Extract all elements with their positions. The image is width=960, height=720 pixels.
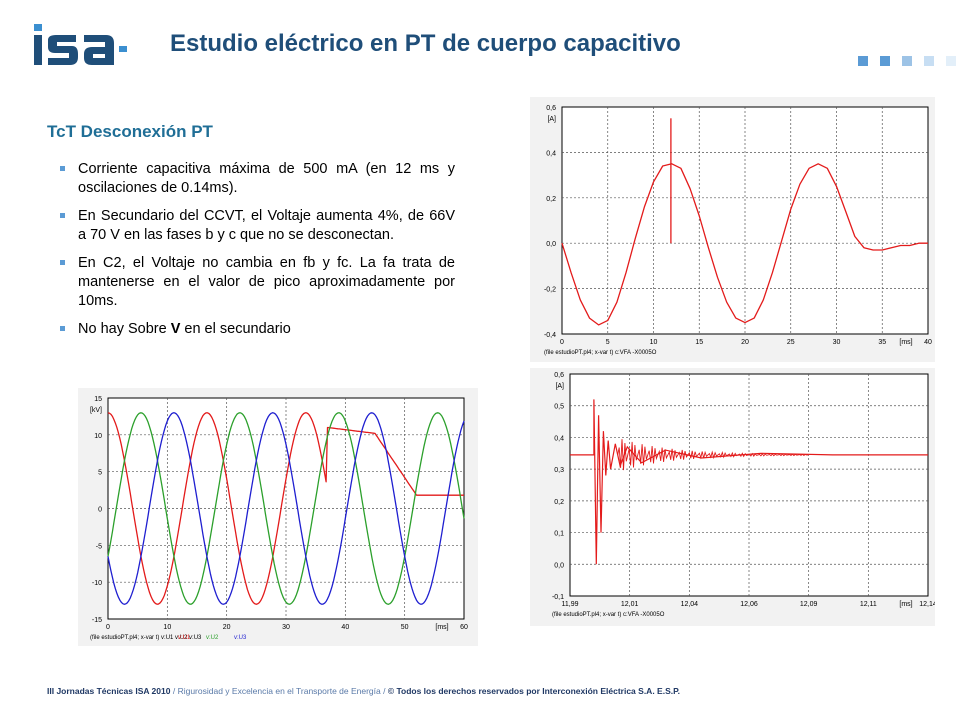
y-tick-label: 0,5	[554, 404, 564, 411]
x-tick-label: 50	[401, 624, 409, 631]
y-tick-label: 0,2	[554, 499, 564, 506]
y-tick-label: 0,6	[546, 105, 556, 112]
bullet-text: En Secundario del CCVT, el Voltaje aumen…	[78, 208, 455, 243]
x-tick-label: 10	[650, 339, 658, 346]
square-4	[924, 56, 934, 66]
x-tick-label: 35	[878, 339, 886, 346]
section-subtitle: TcT Desconexión PT	[47, 122, 213, 141]
chart-svg: 0 10 20 30 40 50 60151050-5-10-15[kV][ms](file…	[78, 388, 478, 646]
x-axis-label: [ms]	[435, 624, 448, 631]
x-tick-label: 15	[695, 339, 703, 346]
x-tick-label: 30	[833, 339, 841, 346]
x-tick-label: 12,14	[919, 601, 935, 608]
x-tick-label: 25	[787, 339, 795, 346]
voltage-chart: 0 10 20 30 40 50 60 15 10 5 0 -5 -10 -15 [kV] [ms] (file…	[78, 388, 478, 646]
x-tick-label: 11,99	[562, 601, 579, 608]
series-line-u3	[107, 412, 465, 605]
chart-svg: 0 5 10 15 20 25 30 35 40 0,6 0,4 0,2 0,0 -0,2 -0,4 [A] […	[530, 97, 935, 362]
bullet-text-bold: V	[170, 321, 181, 337]
x-tick-label: 30	[282, 624, 290, 631]
legend-text: (file estudioPT.pl4; x-var t) c:VFA -X00…	[544, 350, 657, 356]
bullet-list: Corriente capacitiva máxima de 500 mA (e…	[60, 160, 455, 348]
x-tick-label: 20	[223, 624, 231, 631]
legend-item-3: v:U3	[234, 635, 247, 641]
legend-text: (file estudioPT.pl4; x-var t) v:U1 v:U2 …	[90, 635, 202, 641]
x-axis-label: [ms]	[899, 601, 912, 608]
x-tick-label: 20	[741, 339, 749, 346]
bullet-text-post: en el secundario	[180, 321, 291, 337]
square-2	[880, 56, 890, 66]
y-tick-label: 0,4	[546, 150, 556, 157]
legend-item-1: v:U1	[178, 635, 191, 641]
isa-logo	[34, 24, 134, 68]
bullet-item: No hay Sobre V en el secundario	[60, 320, 455, 339]
y-tick-label: 15	[94, 396, 102, 403]
y-unit-label: [A]	[547, 116, 556, 123]
bullet-text: Corriente capacitiva máxima de 500 mA (e…	[78, 161, 455, 196]
y-tick-label: 0,0	[546, 241, 556, 248]
series-line	[561, 163, 928, 326]
bullet-item: Corriente capacitiva máxima de 500 mA (e…	[60, 160, 455, 198]
slide-title: Estudio eléctrico en PT de cuerpo capaci…	[170, 30, 681, 57]
footer-tagline: / Rigurosidad y Excelencia en el Transpo…	[170, 686, 388, 696]
footer-copyright: © Todos los derechos reservados por Inte…	[387, 686, 681, 696]
y-tick-label: 0,0	[554, 562, 564, 569]
bullet-item: En Secundario del CCVT, el Voltaje aumen…	[60, 207, 455, 245]
y-tick-label: -15	[92, 617, 102, 624]
footer: III Jornadas Técnicas ISA 2010 / Riguros…	[47, 686, 680, 696]
square-1	[858, 56, 868, 66]
x-tick-label: 0	[560, 339, 564, 346]
y-tick-label: 0	[98, 507, 102, 514]
y-tick-label: 0,3	[554, 467, 564, 474]
y-tick-label: 5	[98, 470, 102, 477]
y-unit-label: [kV]	[90, 407, 102, 414]
legend-text: (file estudioPT.pl4; x-var t) c:VFA -X00…	[552, 612, 665, 618]
bullet-square-icon	[60, 213, 65, 218]
y-tick-label: -0,4	[544, 332, 556, 339]
x-tick-label: 12,04	[681, 601, 699, 608]
y-tick-label: 0,4	[554, 435, 564, 442]
x-tick-label: 5	[606, 339, 610, 346]
bullet-square-icon	[60, 260, 65, 265]
legend-item-2: v:U2	[206, 635, 219, 641]
x-tick-label: 10	[163, 624, 171, 631]
square-5	[946, 56, 956, 66]
bullet-text-pre: No hay Sobre	[78, 321, 171, 337]
y-tick-label: -0,2	[544, 287, 556, 294]
x-tick-label: 40	[341, 624, 349, 631]
bullet-square-icon	[60, 166, 65, 171]
square-3	[902, 56, 912, 66]
series-line	[570, 399, 928, 565]
y-tick-label: 0,1	[554, 531, 564, 538]
x-tick-label: 12,09	[800, 601, 818, 608]
y-tick-label: 10	[94, 433, 102, 440]
chart-svg: 11,99 12,01 12,04 12,06 12,09 12,11 12,14 0,6 0,…	[530, 368, 935, 626]
y-tick-label: -0,1	[552, 594, 564, 601]
y-tick-label: 0,6	[554, 372, 564, 379]
bullet-text: En C2, el Voltaje no cambia en fb y fc. …	[78, 255, 455, 309]
footer-event: III Jornadas Técnicas ISA 2010	[47, 686, 171, 696]
bullet-square-icon	[60, 326, 65, 331]
x-tick-label: 40	[924, 339, 932, 346]
x-tick-label: 12,11	[860, 601, 877, 608]
y-tick-label: -10	[92, 580, 102, 587]
current-chart: 0 5 10 15 20 25 30 35 40 0,6 0,4 0,2 0,0 -0,2 -0,4 [A] […	[530, 97, 935, 362]
series-ringing	[617, 439, 809, 471]
x-tick-label: 12,01	[621, 601, 639, 608]
y-tick-label: -5	[96, 543, 102, 550]
y-unit-label: [A]	[555, 383, 564, 390]
x-axis-label: [ms]	[899, 339, 912, 346]
series-line-u1	[107, 412, 464, 605]
x-tick-label: 12,06	[740, 601, 758, 608]
y-tick-label: 0,2	[546, 196, 556, 203]
x-tick-label: 60	[460, 624, 468, 631]
x-tick-label: 0	[106, 624, 110, 631]
current-zoom-chart: 11,99 12,01 12,04 12,06 12,09 12,11 12,14 0,6 0,…	[530, 368, 935, 626]
bullet-item: En C2, el Voltaje no cambia en fb y fc. …	[60, 254, 455, 311]
